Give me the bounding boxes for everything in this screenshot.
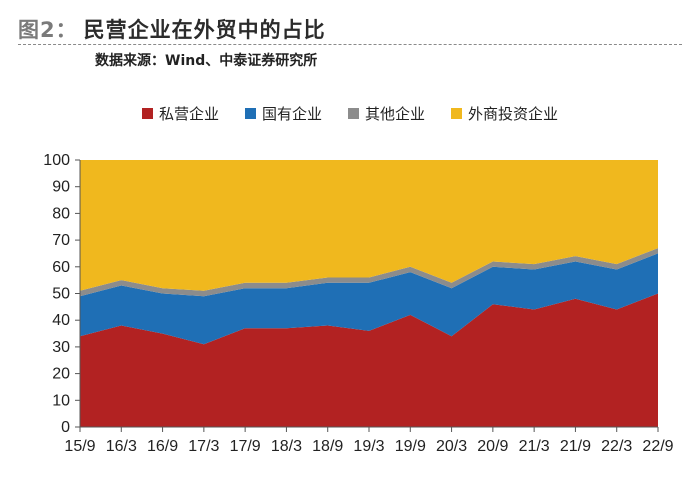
legend-item: 国有企业	[244, 103, 322, 124]
legend-label: 外商投资企业	[468, 105, 559, 123]
legend-label: 其他企业	[365, 105, 426, 123]
x-tick-label: 16/3	[106, 438, 137, 455]
legend-swatch	[141, 108, 153, 119]
x-tick-label: 18/9	[312, 438, 343, 455]
figure-title: 民营企业在外贸中的占比	[83, 18, 326, 42]
x-tick-label: 22/3	[601, 438, 632, 455]
y-tick-label: 40	[52, 312, 70, 329]
x-tick-label: 20/9	[477, 438, 508, 455]
data-source: 数据来源：Wind、中泰证券研究所	[95, 53, 318, 69]
area-series	[80, 253, 658, 345]
x-tick-label: 21/9	[560, 438, 591, 455]
y-tick-label: 80	[52, 205, 70, 222]
y-tick-label: 50	[52, 286, 70, 303]
y-tick-label: 10	[52, 392, 70, 409]
x-tick-label: 17/3	[188, 438, 219, 455]
y-tick-label: 20	[52, 366, 70, 383]
figure-number: 图2：	[18, 18, 78, 42]
legend-swatch	[348, 108, 359, 119]
x-tick-label: 19/3	[353, 438, 384, 455]
legend-swatch	[451, 108, 463, 119]
area-series	[80, 160, 658, 291]
x-tick-label: 18/3	[271, 438, 302, 455]
y-tick-label: 90	[52, 179, 70, 196]
header-divider	[18, 44, 682, 45]
x-tick-label: 19/9	[395, 438, 426, 455]
legend-item: 私营企业	[141, 103, 219, 124]
legend-label: 私营企业	[158, 105, 219, 123]
y-tick-label: 100	[43, 152, 70, 169]
y-tick-label: 0	[61, 419, 70, 436]
figure-header: 图2： 民营企业在外贸中的占比	[18, 14, 682, 44]
y-tick-label: 30	[52, 339, 70, 356]
x-tick-label: 16/9	[147, 438, 178, 455]
legend-item: 其他企业	[348, 103, 425, 124]
x-tick-label: 20/3	[436, 438, 467, 455]
legend-item: 外商投资企业	[451, 103, 558, 124]
area-series	[80, 293, 658, 427]
chart-legend: 私营企业 国有企业 其他企业 外商投资企业	[0, 103, 700, 124]
x-tick-label: 22/9	[642, 438, 673, 455]
legend-swatch	[244, 108, 256, 119]
legend-label: 国有企业	[261, 105, 322, 123]
x-tick-label: 15/9	[64, 438, 95, 455]
y-tick-label: 60	[52, 259, 70, 276]
y-tick-label: 70	[52, 232, 70, 249]
x-tick-label: 21/3	[519, 438, 550, 455]
x-tick-label: 17/9	[230, 438, 261, 455]
